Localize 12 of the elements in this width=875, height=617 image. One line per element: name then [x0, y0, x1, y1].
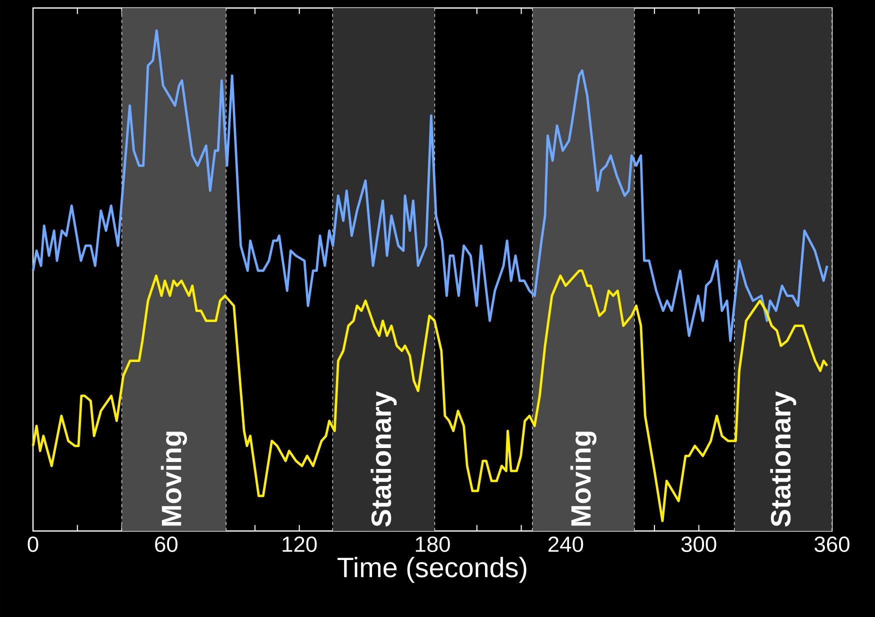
- x-tick-label: 0: [28, 536, 38, 552]
- band-label: Moving: [570, 432, 596, 526]
- x-tick-label: 240: [548, 536, 584, 552]
- band-label: Stationary: [370, 391, 397, 527]
- x-tick-label: 60: [155, 536, 178, 552]
- x-tick-label: 360: [814, 536, 850, 552]
- band-label: Moving: [160, 432, 187, 526]
- x-tick-label: 120: [282, 536, 317, 552]
- x-tick-label: 300: [681, 536, 716, 552]
- x-axis-title: Time (seconds): [338, 556, 526, 583]
- x-tick-label: 180: [416, 536, 450, 552]
- band-label: Stationary: [770, 391, 796, 527]
